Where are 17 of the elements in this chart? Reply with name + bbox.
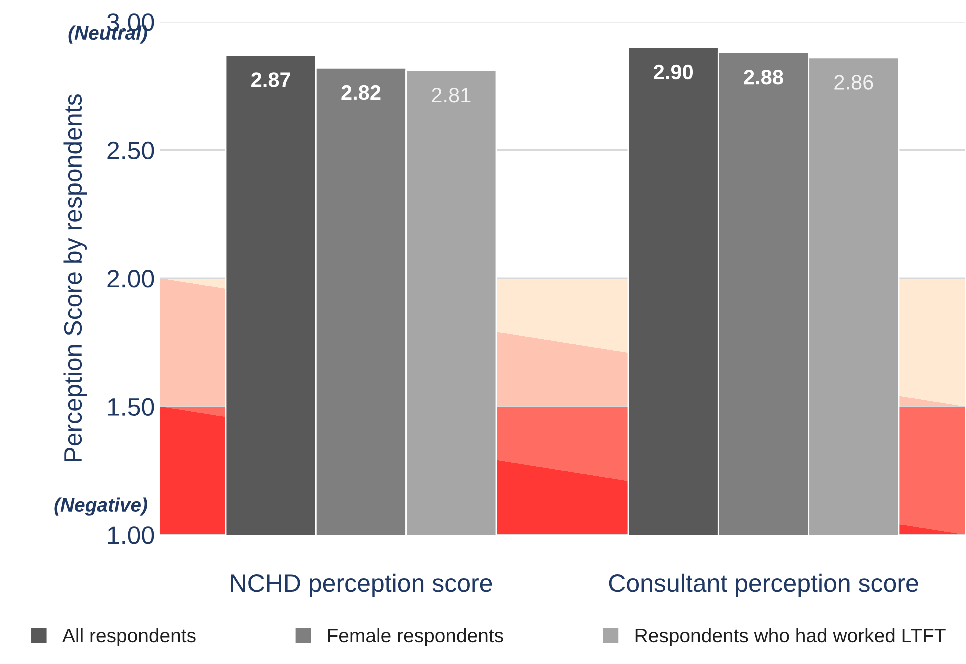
legend-label: Female respondents [328,628,504,646]
data-label: 2.87 [252,72,290,88]
x-tick-label: NCHD perception score [231,574,492,598]
y-tick-label: 1.00 [108,526,154,544]
y-axis-title: Perception Score by respondents [64,94,88,462]
legend-label: Respondents who had worked LTFT [636,628,946,646]
data-label: 2.82 [342,85,381,100]
legend-label: All respondents [62,628,196,646]
y-tick-label: 1.50 [108,398,154,416]
text: (Negative) [54,498,148,516]
data-label: 2.81 [432,88,471,103]
data-label: 2.88 [744,70,784,85]
data-label: 2.86 [834,75,874,90]
y-tick-label: 2.50 [108,142,154,160]
y-tick-label: 2.00 [108,270,154,288]
x-tick-label: Consultant perception score [609,574,918,598]
data-label: 2.90 [654,64,694,80]
